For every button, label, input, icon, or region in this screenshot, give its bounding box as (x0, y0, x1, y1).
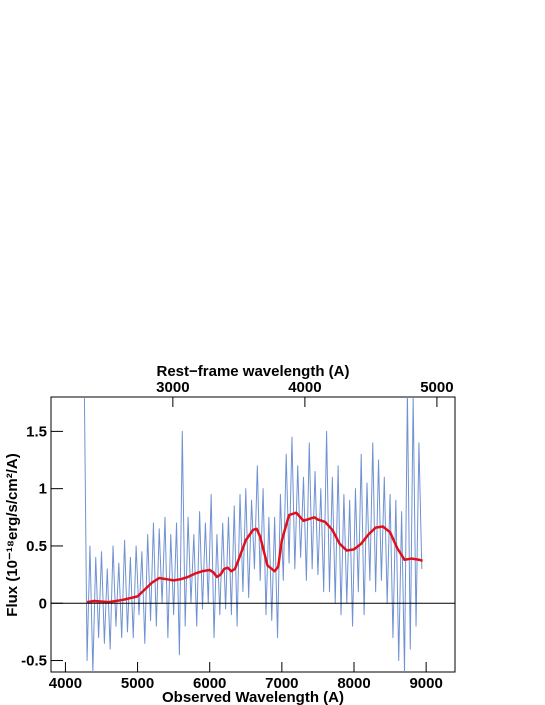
x-tick-label: 6000 (193, 675, 226, 692)
y-tick-label: 1.5 (26, 423, 47, 440)
smoothed-line (86, 511, 423, 604)
x2-tick-label: 5000 (420, 379, 453, 396)
y-tick-label: 1 (39, 481, 47, 498)
x-tick-label: 4000 (49, 675, 82, 692)
x-tick-label: 9000 (409, 675, 442, 692)
y-tick-label: 0 (39, 595, 47, 612)
y-axis-label: Flux (10⁻¹⁸erg/s/cm²/A) (4, 453, 21, 616)
x-tick-label: 7000 (265, 675, 298, 692)
plot-frame (50, 396, 456, 673)
x2-axis-label: Rest−frame wavelength (A) (157, 363, 350, 380)
x2-tick-label: 3000 (156, 379, 189, 396)
y-tick-label: -0.5 (21, 653, 47, 670)
x-axis-label: Observed Wavelength (A) (162, 689, 344, 705)
x-tick-label: 5000 (121, 675, 154, 692)
x-tick-label: 8000 (337, 675, 370, 692)
x2-tick-label: 4000 (288, 379, 321, 396)
plot-area (83, 397, 423, 672)
spectrum-line (83, 397, 423, 672)
y-tick-label: 0.5 (26, 538, 47, 555)
